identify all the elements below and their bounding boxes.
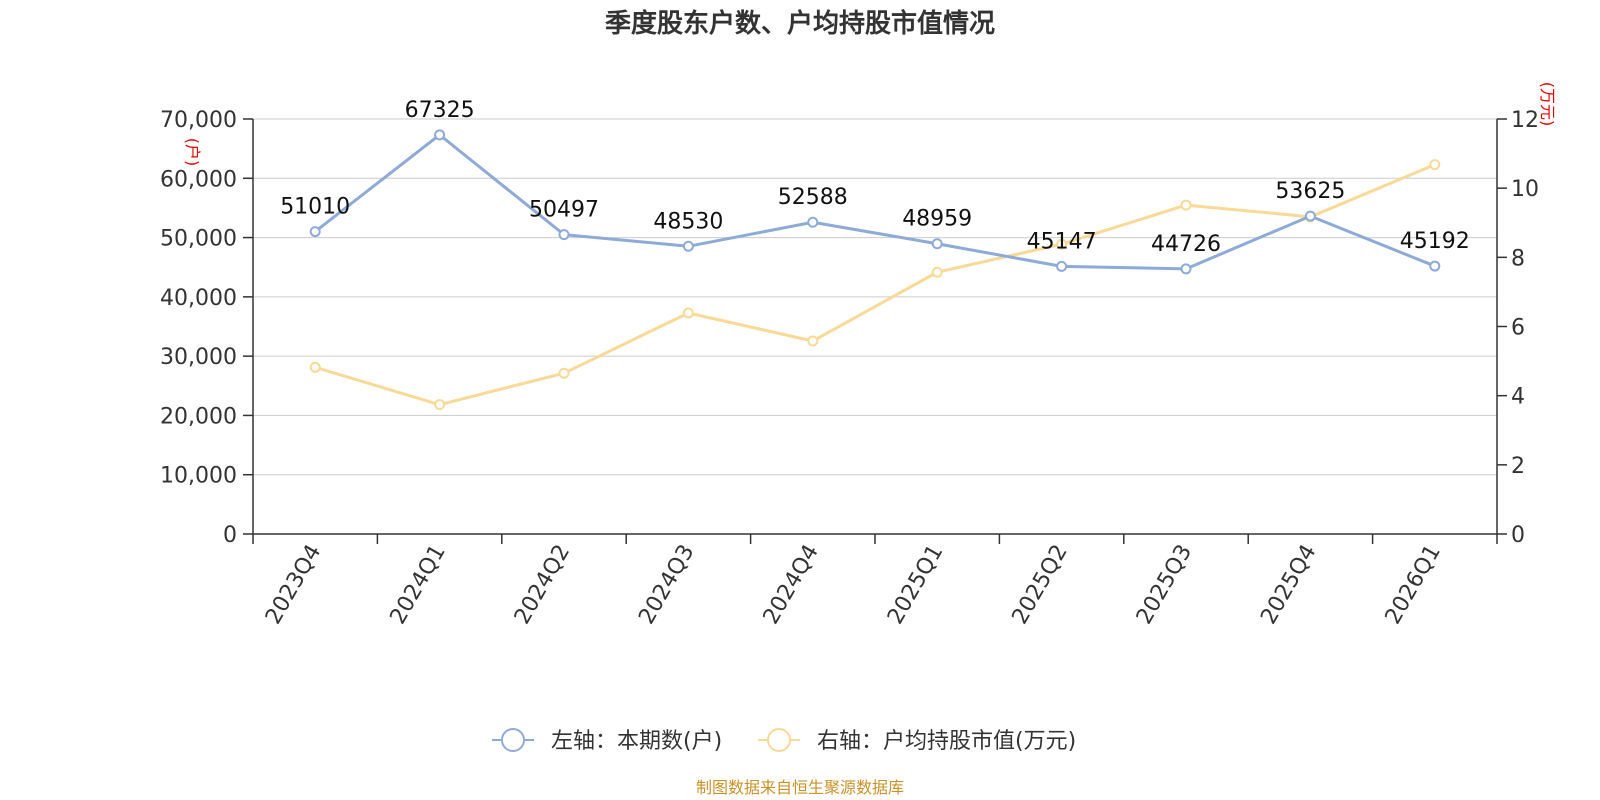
data-point-left bbox=[558, 229, 570, 241]
data-point-right bbox=[931, 266, 943, 278]
x-axis-tick-label: 2025Q1 bbox=[883, 541, 948, 629]
data-point-left bbox=[931, 238, 943, 250]
data-label: 51010 bbox=[280, 195, 350, 220]
chart-title: 季度股东户数、户均持股市值情况 bbox=[605, 8, 995, 39]
data-point-left bbox=[1180, 263, 1192, 275]
series-line-right bbox=[314, 163, 1436, 407]
data-point-left bbox=[1304, 210, 1316, 222]
data-labels: 51010 67325 50497 48530 52588 48959 45147 44726… bbox=[280, 98, 1470, 257]
data-label: 44726 bbox=[1151, 232, 1221, 257]
x-axis-tick-label: 2025Q2 bbox=[1007, 541, 1072, 629]
legend: 左轴：本期数(户) 右轴：户均持股市值(万元) bbox=[492, 728, 1076, 754]
left-axis-tick-label: 10,000 bbox=[160, 464, 237, 489]
right-axis-tick-label: 0 bbox=[1511, 523, 1525, 548]
left-axis-unit: (户) bbox=[183, 138, 202, 167]
legend-right-label: 右轴：户均持股市值(万元) bbox=[817, 729, 1076, 754]
legend-left-label: 左轴：本期数(户) bbox=[551, 729, 722, 754]
data-label: 45147 bbox=[1027, 229, 1097, 254]
x-axis-tick-label: 2024Q1 bbox=[385, 541, 450, 629]
data-point-right bbox=[682, 307, 694, 319]
data-point-left bbox=[807, 216, 819, 228]
data-label: 50497 bbox=[529, 198, 599, 223]
left-axis-tick-label: 60,000 bbox=[160, 167, 237, 192]
data-label: 53625 bbox=[1275, 179, 1345, 204]
legend-right-marker bbox=[767, 728, 791, 752]
data-label: 48959 bbox=[902, 207, 972, 232]
source-note: 制图数据来自恒生聚源数据库 bbox=[696, 778, 904, 797]
data-label: 45192 bbox=[1400, 229, 1470, 254]
data-point-right bbox=[1180, 199, 1192, 211]
right-axis-tick-label: 4 bbox=[1511, 385, 1525, 410]
x-axis-tick-label: 2025Q4 bbox=[1256, 541, 1321, 629]
x-axis-tick-label: 2024Q3 bbox=[634, 541, 699, 629]
x-axis-tick-label: 2026Q1 bbox=[1381, 541, 1446, 629]
data-point-right bbox=[309, 361, 321, 373]
left-axis-tick-label: 0 bbox=[223, 523, 237, 548]
data-point-left bbox=[1056, 260, 1068, 272]
data-point-left bbox=[434, 129, 446, 141]
data-point-left bbox=[309, 226, 321, 238]
right-axis-unit: (万元) bbox=[1538, 82, 1557, 127]
left-axis-tick-label: 50,000 bbox=[160, 227, 237, 252]
x-axis-tick-label: 2024Q2 bbox=[510, 541, 575, 629]
grid bbox=[253, 118, 1497, 476]
data-label: 52588 bbox=[778, 185, 848, 210]
data-point-right bbox=[807, 335, 819, 347]
data-point-left bbox=[1429, 260, 1441, 272]
right-axis-tick-label: 10 bbox=[1511, 177, 1539, 202]
legend-left-marker bbox=[501, 728, 525, 752]
left-axis-tick-label: 30,000 bbox=[160, 345, 237, 370]
right-axis-tick-label: 2 bbox=[1511, 454, 1525, 479]
left-axis-tick-label: 70,000 bbox=[160, 108, 237, 133]
series-line-left bbox=[314, 133, 1436, 271]
data-point-right bbox=[1056, 238, 1068, 250]
data-point-right bbox=[558, 367, 570, 379]
left-axis-tick-label: 40,000 bbox=[160, 286, 237, 311]
data-label: 67325 bbox=[405, 98, 475, 123]
data-point-right bbox=[1429, 159, 1441, 171]
x-axis-tick-label: 2023Q4 bbox=[261, 541, 326, 629]
series-layer bbox=[309, 129, 1441, 411]
right-axis-tick-label: 8 bbox=[1511, 246, 1525, 271]
right-axis-tick-label: 6 bbox=[1511, 316, 1525, 341]
data-point-left bbox=[682, 240, 694, 252]
left-axis-tick-label: 20,000 bbox=[160, 404, 237, 429]
x-axis-tick-label: 2025Q3 bbox=[1132, 541, 1197, 629]
data-label: 48530 bbox=[653, 209, 723, 234]
data-point-right bbox=[434, 399, 446, 411]
right-axis-tick-label: 12 bbox=[1511, 108, 1539, 133]
x-axis-tick-label: 2024Q4 bbox=[759, 541, 824, 629]
